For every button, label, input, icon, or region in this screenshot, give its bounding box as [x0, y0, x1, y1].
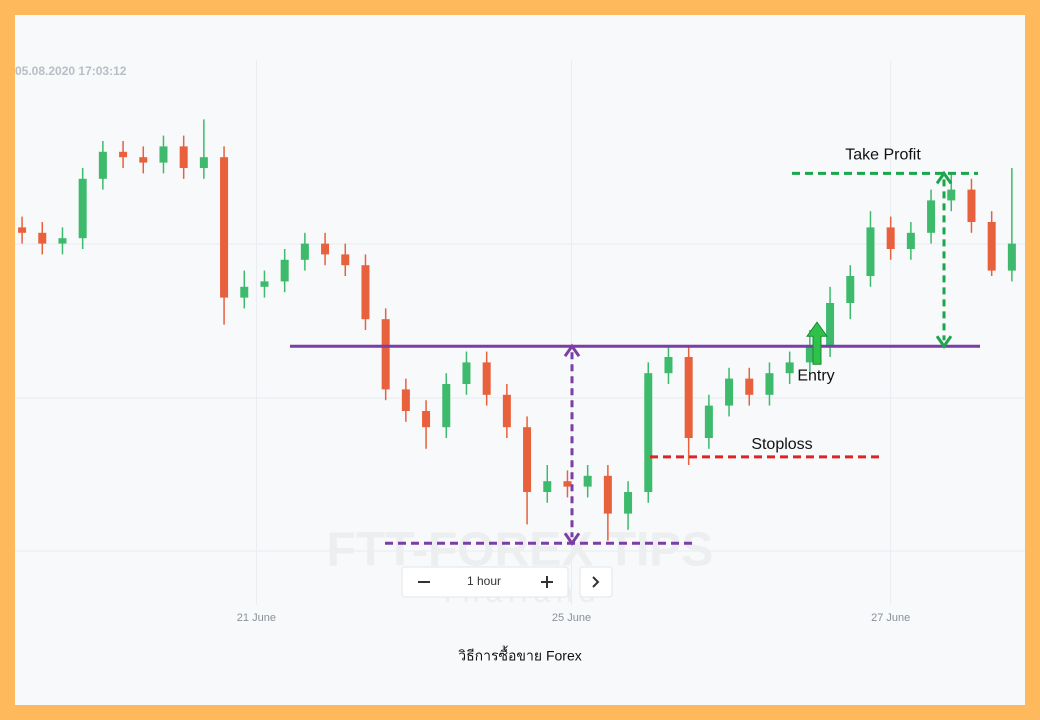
candle-body	[240, 286, 249, 298]
candle-body	[18, 227, 27, 233]
candle-body	[300, 243, 309, 260]
timeframe: 1 hour	[467, 574, 501, 588]
caption: วิธีการซื้อขาย Forex	[458, 646, 582, 664]
candle-body	[179, 146, 188, 168]
candle-body	[563, 481, 572, 487]
candle-body	[846, 276, 855, 303]
candle-body	[280, 259, 289, 282]
candle-body	[704, 405, 713, 438]
candle-body	[745, 378, 754, 395]
candle-body	[583, 475, 592, 487]
candle-body	[119, 151, 128, 158]
candle-body	[442, 384, 451, 428]
candle-body	[644, 373, 653, 492]
candle-body	[462, 362, 471, 384]
timeframe-box	[401, 566, 569, 598]
next-button[interactable]	[579, 566, 613, 598]
candle-body	[805, 346, 814, 363]
candle-body	[886, 227, 895, 249]
candle-body	[220, 157, 229, 298]
candle-body	[321, 243, 330, 255]
x-tick-label: 25 June	[552, 612, 591, 624]
candle-body	[967, 189, 976, 222]
candle-body	[927, 200, 936, 233]
candle-body	[987, 222, 996, 271]
take-profit-label: Take Profit	[845, 147, 921, 164]
candle-body	[785, 362, 794, 374]
candle-body	[523, 427, 532, 492]
candle-body	[725, 378, 734, 406]
candle-body	[866, 227, 875, 276]
x-tick-label: 27 June	[871, 612, 910, 624]
candle-body	[78, 178, 87, 239]
candle-body	[422, 411, 431, 428]
candle-body	[947, 189, 956, 201]
timestamp: 05.08.2020 17:03:12	[15, 64, 127, 78]
candle-body	[98, 151, 107, 179]
candle-body	[624, 492, 633, 514]
x-tick-label: 21 June	[237, 612, 276, 624]
candle-body	[38, 232, 47, 244]
annotations: Take Profit Stoploss Entry	[290, 147, 980, 546]
candle-body	[482, 362, 491, 395]
candle-body	[58, 238, 67, 244]
stoploss-label: Stoploss	[751, 436, 812, 453]
candle-body	[603, 475, 612, 514]
candle-body	[381, 319, 390, 390]
pattern-height-arrow-head	[563, 343, 581, 546]
candle-body	[1007, 243, 1016, 271]
target-arrow-head	[935, 170, 953, 349]
candle-body	[502, 394, 511, 428]
candle-body	[543, 481, 552, 492]
zoom-in[interactable]	[541, 576, 553, 588]
candle-body	[664, 357, 673, 374]
candle-body	[765, 373, 774, 395]
candle-body	[260, 281, 269, 287]
candle-body	[684, 357, 693, 438]
candle-body	[139, 157, 148, 163]
candle-body	[401, 389, 410, 411]
entry-label: Entry	[797, 367, 834, 384]
next-icon	[592, 576, 600, 588]
candle-body	[826, 303, 835, 347]
candle-body	[361, 265, 370, 320]
candle-body	[906, 232, 915, 249]
plot	[18, 119, 1016, 541]
candle-body	[341, 254, 350, 266]
candle-body	[159, 146, 168, 163]
candle-body	[199, 157, 208, 168]
entry-arrow	[806, 321, 828, 365]
timeframe-control: 1 hour	[401, 566, 613, 598]
